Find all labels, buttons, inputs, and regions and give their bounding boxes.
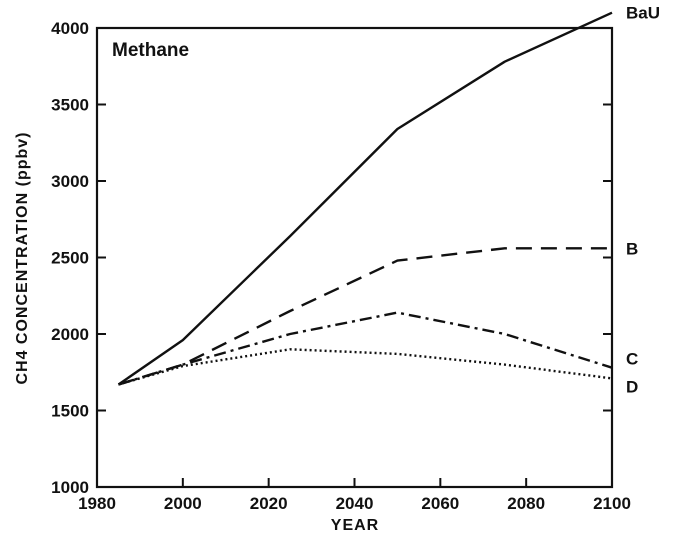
plot-border xyxy=(95,26,614,489)
y-tick-label: 1000 xyxy=(51,478,89,497)
series-label-bau: BaU xyxy=(626,4,660,23)
y-tick-label: 3000 xyxy=(51,172,89,191)
series-line-d xyxy=(118,348,613,386)
y-tick-label: 3500 xyxy=(51,96,89,115)
chart-title: Methane xyxy=(112,40,189,61)
x-tick-label: 2060 xyxy=(421,494,459,513)
y-axis-label: CH4 CONCENTRATION (ppbv) xyxy=(14,131,31,384)
series-line-bau xyxy=(117,11,613,386)
x-tick-label: 2100 xyxy=(593,494,631,513)
chart-labels: Methane YEAR CH4 CONCENTRATION (ppbv) 10… xyxy=(14,4,660,534)
series-label-b: B xyxy=(626,239,638,258)
plot-frame xyxy=(95,26,614,489)
x-tick-label: 2020 xyxy=(250,494,288,513)
series-lines xyxy=(117,11,613,386)
series-label-d: D xyxy=(626,377,638,396)
x-tick-label: 2000 xyxy=(164,494,202,513)
x-axis-label: YEAR xyxy=(331,517,379,534)
series-line-c xyxy=(118,311,613,386)
y-tick-label: 4000 xyxy=(51,19,89,38)
x-tick-label: 1980 xyxy=(78,494,116,513)
series-label-c: C xyxy=(626,350,638,369)
y-tick-label: 1500 xyxy=(51,402,89,421)
y-tick-label: 2500 xyxy=(51,249,89,268)
x-tick-label: 2080 xyxy=(507,494,545,513)
y-tick-label: 2000 xyxy=(51,325,89,344)
x-tick-label: 2040 xyxy=(336,494,374,513)
